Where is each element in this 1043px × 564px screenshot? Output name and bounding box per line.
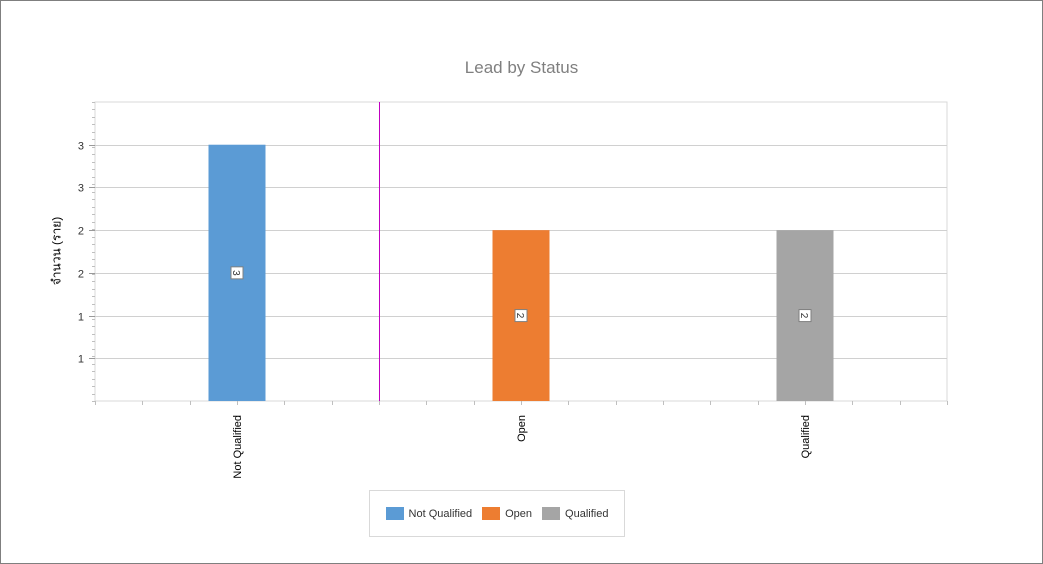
y-tick-label: 2 (78, 269, 84, 281)
data-label: 2 (798, 309, 812, 323)
x-tick-label: Qualified (800, 415, 812, 458)
chart-legend: Not Qualified Open Qualified (369, 490, 625, 537)
legend-label: Open (505, 507, 533, 520)
legend-swatch (482, 507, 501, 520)
data-label-box (230, 266, 244, 280)
y-tick-label: 3 (78, 141, 84, 153)
y-tick-label: 1 (78, 312, 84, 324)
data-label: 2 (514, 309, 528, 323)
legend-label: Not Qualified (408, 507, 473, 520)
legend-swatch (542, 507, 561, 520)
chart-title: Lead by Status (464, 58, 579, 77)
legend-label: Qualified (565, 507, 609, 520)
legend-item: Not Qualified (385, 507, 473, 520)
data-label-box (798, 309, 812, 323)
data-label-text: 2 (798, 313, 809, 319)
legend-swatch (385, 507, 404, 520)
legend-item: Open (482, 507, 532, 520)
data-label-text: 3 (230, 270, 241, 276)
x-tick-label: Not Qualified (232, 415, 244, 479)
y-tick-label: 1 (78, 354, 84, 366)
legend-item: Qualified (542, 507, 608, 520)
data-label-box (514, 309, 528, 323)
y-tick-label: 2 (78, 226, 84, 238)
x-tick-label: Open (516, 415, 528, 442)
y-tick-label: 3 (78, 183, 84, 195)
data-label-text: 2 (514, 313, 525, 319)
data-label: 3 (230, 266, 244, 280)
